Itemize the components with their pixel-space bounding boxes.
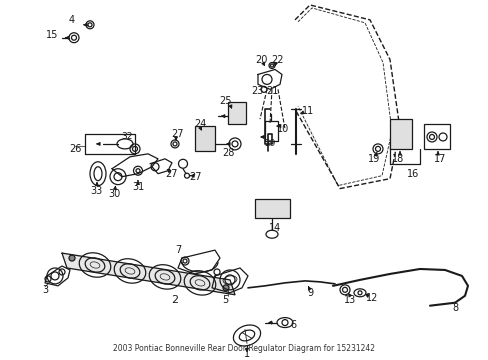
Text: 33: 33 <box>90 185 102 195</box>
Text: 31: 31 <box>132 181 144 192</box>
Text: 20: 20 <box>254 55 266 64</box>
Bar <box>389 119 411 149</box>
Text: 32: 32 <box>121 132 132 141</box>
Text: 21: 21 <box>265 86 278 96</box>
Text: 19: 19 <box>367 154 379 164</box>
Text: 13: 13 <box>343 295 355 305</box>
Text: 15: 15 <box>46 30 58 40</box>
Text: 23: 23 <box>250 86 263 96</box>
Text: 5: 5 <box>222 295 228 305</box>
Text: 26: 26 <box>69 144 81 154</box>
Bar <box>227 102 245 124</box>
Text: 17: 17 <box>433 154 445 164</box>
Circle shape <box>69 255 75 261</box>
Bar <box>254 198 289 219</box>
Text: 30: 30 <box>108 189 120 199</box>
Text: 1: 1 <box>244 349 249 359</box>
Text: 14: 14 <box>268 223 281 233</box>
Text: 18: 18 <box>391 154 403 164</box>
Text: 25: 25 <box>218 96 231 106</box>
Bar <box>195 126 215 151</box>
Text: 22: 22 <box>271 55 284 64</box>
Text: 16: 16 <box>406 169 418 179</box>
Text: 28: 28 <box>222 148 234 158</box>
Text: 2: 2 <box>171 295 178 305</box>
Bar <box>423 124 449 149</box>
Text: 9: 9 <box>306 288 312 298</box>
Text: 24: 24 <box>193 119 206 129</box>
Text: 11: 11 <box>301 106 313 116</box>
Text: 8: 8 <box>451 303 457 313</box>
Text: 6: 6 <box>289 320 295 329</box>
Polygon shape <box>62 253 235 295</box>
Text: 7: 7 <box>175 245 181 255</box>
Text: 27: 27 <box>170 129 183 139</box>
Text: 12: 12 <box>365 293 377 303</box>
Text: 3: 3 <box>42 285 48 295</box>
Text: 27: 27 <box>165 169 178 179</box>
Text: 29: 29 <box>264 139 275 148</box>
Text: 27: 27 <box>188 172 201 182</box>
Text: 10: 10 <box>276 124 288 134</box>
Circle shape <box>223 285 228 291</box>
Text: 2003 Pontiac Bonneville Rear Door Regulator Diagram for 15231242: 2003 Pontiac Bonneville Rear Door Regula… <box>113 344 374 353</box>
Text: 4: 4 <box>69 15 75 25</box>
